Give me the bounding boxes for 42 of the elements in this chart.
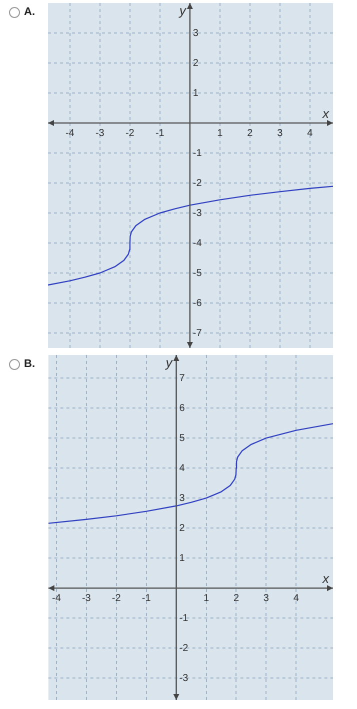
y-tick-label: 3 [192, 28, 199, 39]
chart-title: A. [24, 6, 35, 18]
y-tick-label: -7 [192, 328, 202, 339]
x-tick-label: -1 [142, 592, 152, 604]
chart-title: B. [24, 358, 35, 370]
y-tick-label: -2 [192, 178, 202, 189]
y-tick-label: -4 [192, 238, 202, 249]
x-axis-title: x [322, 106, 330, 122]
y-tick-label: -1 [179, 612, 189, 624]
x-tick-label: 3 [263, 592, 270, 604]
x-tick-label: 2 [233, 592, 240, 604]
y-tick-label: 1 [179, 552, 186, 564]
y-tick-label: 4 [179, 462, 186, 474]
x-tick-label: 1 [217, 128, 224, 139]
y-tick-label: 6 [179, 402, 186, 414]
x-tick-label: 2 [247, 128, 254, 139]
y-tick-label: -1 [192, 148, 202, 159]
x-tick-label: 4 [307, 128, 314, 139]
x-axis-title: x [322, 571, 330, 586]
y-tick-label: 2 [179, 522, 186, 534]
x-tick-label: -4 [52, 592, 62, 604]
y-axis-title: y [164, 355, 174, 370]
x-tick-label: -4 [65, 128, 75, 139]
x-tick-label: 1 [203, 592, 210, 604]
x-tick-label: 4 [293, 592, 300, 604]
y-tick-label: -2 [179, 642, 189, 654]
y-tick-label: -6 [192, 298, 202, 309]
y-tick-label: 7 [179, 372, 186, 384]
y-tick-label: -5 [192, 268, 202, 279]
y-tick-label: 2 [192, 58, 199, 69]
x-tick-label: -2 [112, 592, 122, 604]
x-tick-label: -3 [95, 128, 105, 139]
y-tick-label: -3 [179, 672, 189, 684]
x-tick-label: -3 [82, 592, 92, 604]
y-tick-label: 1 [192, 88, 199, 99]
x-tick-label: -2 [125, 128, 135, 139]
y-tick-label: -3 [192, 208, 202, 219]
x-tick-label: 3 [277, 128, 284, 139]
y-axis-title: y [178, 3, 188, 18]
y-tick-label: 3 [179, 492, 186, 504]
x-tick-label: -1 [155, 128, 165, 139]
y-tick-label: 5 [179, 432, 186, 444]
